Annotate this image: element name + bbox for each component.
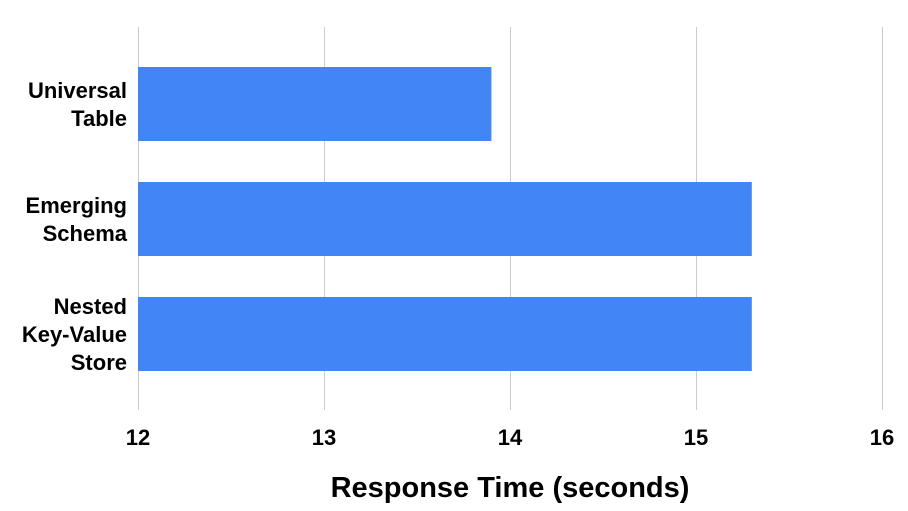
category-label: Emerging Schema — [26, 193, 128, 246]
x-tick-labels: 12 13 14 15 16 — [126, 425, 894, 450]
category-label-line: Schema — [43, 221, 128, 246]
category-label-line: Store — [71, 350, 127, 375]
x-tick-label: 16 — [870, 425, 894, 450]
category-label-line: Universal — [28, 78, 127, 103]
x-axis-title: Response Time (seconds) — [331, 472, 690, 504]
bar — [138, 67, 492, 141]
x-tick-label: 13 — [312, 425, 336, 450]
category-label: Universal Table — [28, 78, 127, 131]
category-label-line: Table — [71, 106, 127, 131]
category-label: Nested Key-Value Store — [22, 294, 127, 375]
x-tick-label: 12 — [126, 425, 150, 450]
bar — [138, 182, 752, 256]
category-labels: Universal Table Emerging Schema Nested Key-Va… — [22, 78, 128, 375]
bars — [138, 67, 752, 371]
category-label-line: Emerging — [26, 193, 127, 218]
category-label-line: Nested — [54, 294, 127, 319]
category-label-line: Key-Value — [22, 322, 127, 347]
x-tick-label: 15 — [684, 425, 708, 450]
bar — [138, 297, 752, 371]
x-tick-label: 14 — [498, 425, 523, 450]
